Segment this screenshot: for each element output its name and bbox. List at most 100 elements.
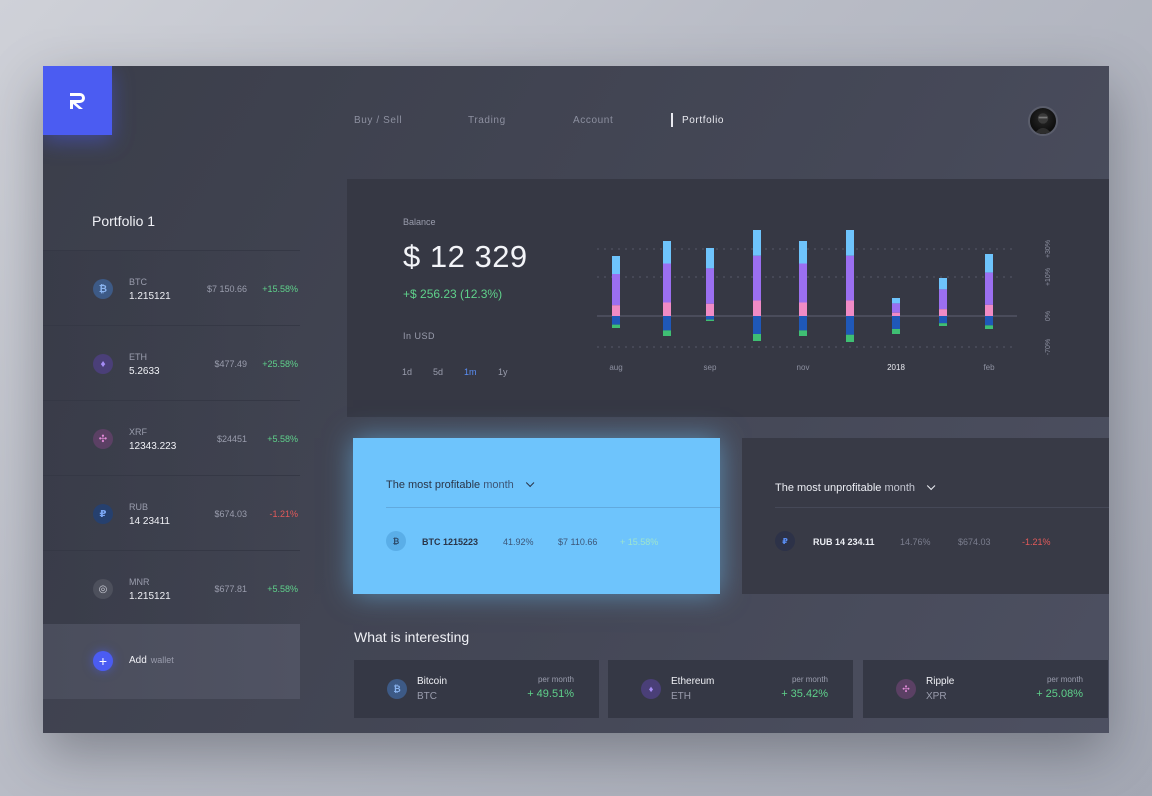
nav-buy-sell[interactable]: Buy / Sell [354, 115, 403, 126]
wallet-amount: 1.215121 [129, 291, 171, 302]
range-1m[interactable]: 1m [464, 367, 477, 377]
bar-segment [612, 274, 620, 306]
wallet-amount: 14 23411 [129, 516, 170, 527]
range-1d[interactable]: 1d [402, 367, 413, 377]
balance-label: Balance [403, 217, 436, 227]
coin-icon: ♦ [641, 679, 661, 699]
wallet-row[interactable]: ✣ XRF 12343.223 $24451 +5.58% [43, 400, 300, 475]
wallet-price: $674.03 [214, 509, 247, 519]
x-tick-label: feb [983, 363, 995, 372]
bar-segment [846, 334, 854, 342]
profitable-coin: BTC 1215223 [422, 537, 479, 547]
unprofitable-row: ₽ RUB 14 234.11 14.76% $674.03 -1.21% [775, 531, 1095, 552]
bar-segment [612, 256, 620, 274]
wallet-symbol: BTC [129, 277, 147, 287]
nav-account[interactable]: Account [573, 115, 614, 126]
ripple-icon: ✣ [93, 429, 113, 449]
wallet-price: $677.81 [214, 584, 247, 594]
bar-segment [939, 278, 947, 290]
balance-value: $ 12 329 [403, 239, 528, 274]
add-wallet-button[interactable]: + Add wallet [43, 624, 300, 699]
bitcoin-icon: ₿ [386, 531, 406, 551]
bar-segment [706, 316, 714, 320]
card-divider [775, 507, 1109, 508]
coin-name: Ethereum [671, 676, 715, 687]
coin-icon: ✣ [896, 679, 916, 699]
wallet-row[interactable]: ₿ BTC 1.215121 $7 150.66 +15.58% [43, 250, 300, 325]
unprofitable-title[interactable]: The most unprofitable month [775, 481, 936, 494]
per-month-label: per month [791, 675, 828, 684]
wallet-list: ₿ BTC 1.215121 $7 150.66 +15.58% ♦ ETH 5.2633 $4… [43, 250, 300, 625]
profitable-pct: 41.92% [503, 537, 534, 547]
bar-segment [612, 324, 620, 328]
profitable-title-light: month [483, 479, 514, 491]
y-tick-label: 0% [1045, 311, 1052, 321]
interesting-card[interactable]: ♦ Ethereum ETH per month + 35.42% [608, 660, 853, 718]
bar-segment [753, 334, 761, 341]
y-tick-label: +10% [1045, 268, 1052, 286]
wallet-row[interactable]: ◎ MNR 1.215121 $677.81 +5.58% [43, 550, 300, 625]
wallet-price: $477.49 [214, 359, 247, 369]
add-wallet-label: Add wallet [129, 655, 174, 666]
y-tick-label: -70% [1045, 339, 1052, 355]
bar-segment [985, 272, 993, 305]
interesting-card[interactable]: ₿ Bitcoin BTC per month + 49.51% [354, 660, 599, 718]
wallet-row[interactable]: ♦ ETH 5.2633 $477.49 +25.58% [43, 325, 300, 400]
wallet-change: -1.21% [269, 509, 298, 519]
per-month-value: + 49.51% [527, 688, 574, 700]
bar-segment [846, 255, 854, 301]
interesting-card[interactable]: ✣ Ripple XPR per month + 25.08% [863, 660, 1108, 718]
unprofitable-price: $674.03 [958, 537, 991, 547]
x-tick-label: nov [797, 363, 810, 372]
per-month-value: + 25.08% [1036, 688, 1083, 700]
wallet-change: +5.58% [267, 434, 298, 444]
bar-segment [706, 319, 714, 321]
most-profitable-card[interactable]: The most profitable month ₿ BTC 1215223 … [353, 438, 720, 594]
profitable-title[interactable]: The most profitable month [386, 478, 535, 491]
nav-trading[interactable]: Trading [468, 115, 506, 126]
bar-segment [799, 330, 807, 336]
coin-ticker: ETH [671, 691, 691, 702]
coin-icon: ₿ [387, 679, 407, 699]
bar-segment [799, 241, 807, 264]
card-divider [386, 507, 720, 508]
bar-segment [846, 300, 854, 316]
ruble-icon: ₽ [775, 531, 795, 551]
plus-icon: + [93, 651, 113, 671]
chevron-down-icon [926, 481, 936, 491]
range-5d[interactable]: 5d [433, 367, 444, 377]
ethereum-icon: ♦ [93, 354, 113, 374]
per-month-label: per month [1046, 675, 1083, 684]
bar-segment [663, 316, 671, 331]
per-month-label: per month [537, 675, 574, 684]
wallet-price: $7 150.66 [206, 284, 247, 294]
y-tick-label: +30% [1045, 240, 1052, 258]
unprofitable-change: -1.21% [1022, 537, 1051, 547]
portfolio-title: Portfolio 1 [92, 213, 156, 229]
logo[interactable] [43, 66, 112, 135]
bar-segment [799, 263, 807, 303]
coin-name: Bitcoin [417, 676, 448, 687]
balance-bar-chart: aug sep nov 2018 feb +30% +10% 0% -70% [597, 230, 1052, 372]
wallet-change: +25.58% [262, 359, 298, 369]
bar-segment [985, 325, 993, 329]
coin-name: Ripple [926, 676, 955, 687]
bar-segment [799, 316, 807, 331]
bar-segment [753, 230, 761, 256]
range-1y[interactable]: 1y [498, 367, 508, 377]
bar-segment [663, 330, 671, 336]
r-logo-icon [69, 92, 85, 109]
add-label-sub: wallet [150, 655, 174, 665]
wallet-amount: 5.2633 [129, 366, 160, 377]
unprofitable-title-light: month [884, 482, 916, 494]
bar-segment [939, 309, 947, 316]
user-avatar[interactable] [1028, 106, 1058, 136]
bar-segment [706, 248, 714, 269]
unprofitable-title-bold: The most unprofitable [775, 482, 882, 494]
wallet-symbol: XRF [129, 427, 147, 437]
bar-segment [892, 303, 900, 313]
most-unprofitable-card[interactable]: The most unprofitable month ₽ RUB 14 234… [742, 438, 1109, 594]
wallet-row[interactable]: ₽ RUB 14 23411 $674.03 -1.21% [43, 475, 300, 550]
nav-portfolio[interactable]: Portfolio [671, 113, 724, 127]
bar-segment [753, 255, 761, 301]
